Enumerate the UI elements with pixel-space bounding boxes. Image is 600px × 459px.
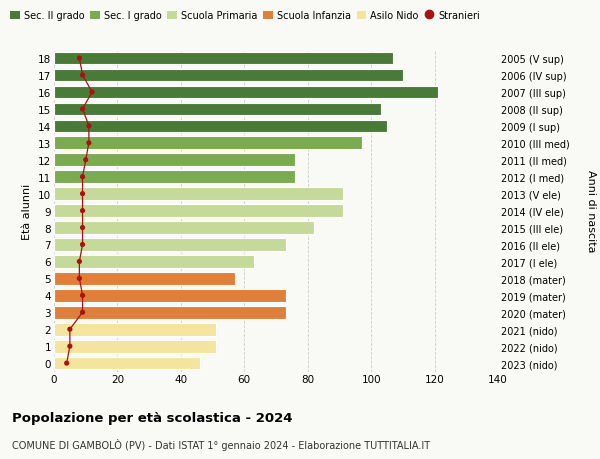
Text: COMUNE DI GAMBOLÒ (PV) - Dati ISTAT 1° gennaio 2024 - Elaborazione TUTTITALIA.IT: COMUNE DI GAMBOLÒ (PV) - Dati ISTAT 1° g…: [12, 438, 430, 450]
Bar: [54, 171, 295, 184]
Bar: [54, 273, 235, 285]
Bar: [54, 137, 362, 150]
Bar: [54, 222, 314, 235]
Point: [81, 157, 91, 164]
Point: [78, 207, 88, 215]
Bar: [54, 239, 286, 251]
Bar: [54, 69, 403, 82]
Point: [78, 106, 88, 113]
Text: Popolazione per età scolastica - 2024: Popolazione per età scolastica - 2024: [12, 411, 293, 424]
Point: [74, 275, 84, 282]
Point: [78, 241, 88, 249]
Bar: [54, 120, 387, 133]
Point: [78, 174, 88, 181]
Bar: [54, 188, 343, 201]
Point: [84, 140, 94, 147]
Y-axis label: Anni di nascita: Anni di nascita: [586, 170, 596, 252]
Legend: Sec. II grado, Sec. I grado, Scuola Primaria, Scuola Infanzia, Asilo Nido, Stran: Sec. II grado, Sec. I grado, Scuola Prim…: [6, 7, 484, 25]
Point: [65, 326, 74, 333]
Bar: [54, 154, 295, 167]
Point: [87, 89, 97, 96]
Point: [84, 123, 94, 130]
Bar: [54, 357, 200, 369]
Point: [65, 343, 74, 350]
Bar: [54, 323, 216, 336]
Point: [78, 190, 88, 198]
Y-axis label: Età alunni: Età alunni: [22, 183, 32, 239]
Point: [74, 258, 84, 266]
Bar: [54, 256, 254, 268]
Bar: [54, 53, 394, 65]
Bar: [54, 86, 438, 99]
Point: [78, 224, 88, 232]
Point: [74, 55, 84, 62]
Point: [78, 72, 88, 79]
Point: [78, 292, 88, 299]
Point: [62, 360, 71, 367]
Bar: [54, 340, 216, 353]
Point: [78, 309, 88, 316]
Bar: [54, 306, 286, 319]
Bar: [54, 205, 343, 218]
Bar: [54, 103, 380, 116]
Bar: [54, 289, 286, 302]
